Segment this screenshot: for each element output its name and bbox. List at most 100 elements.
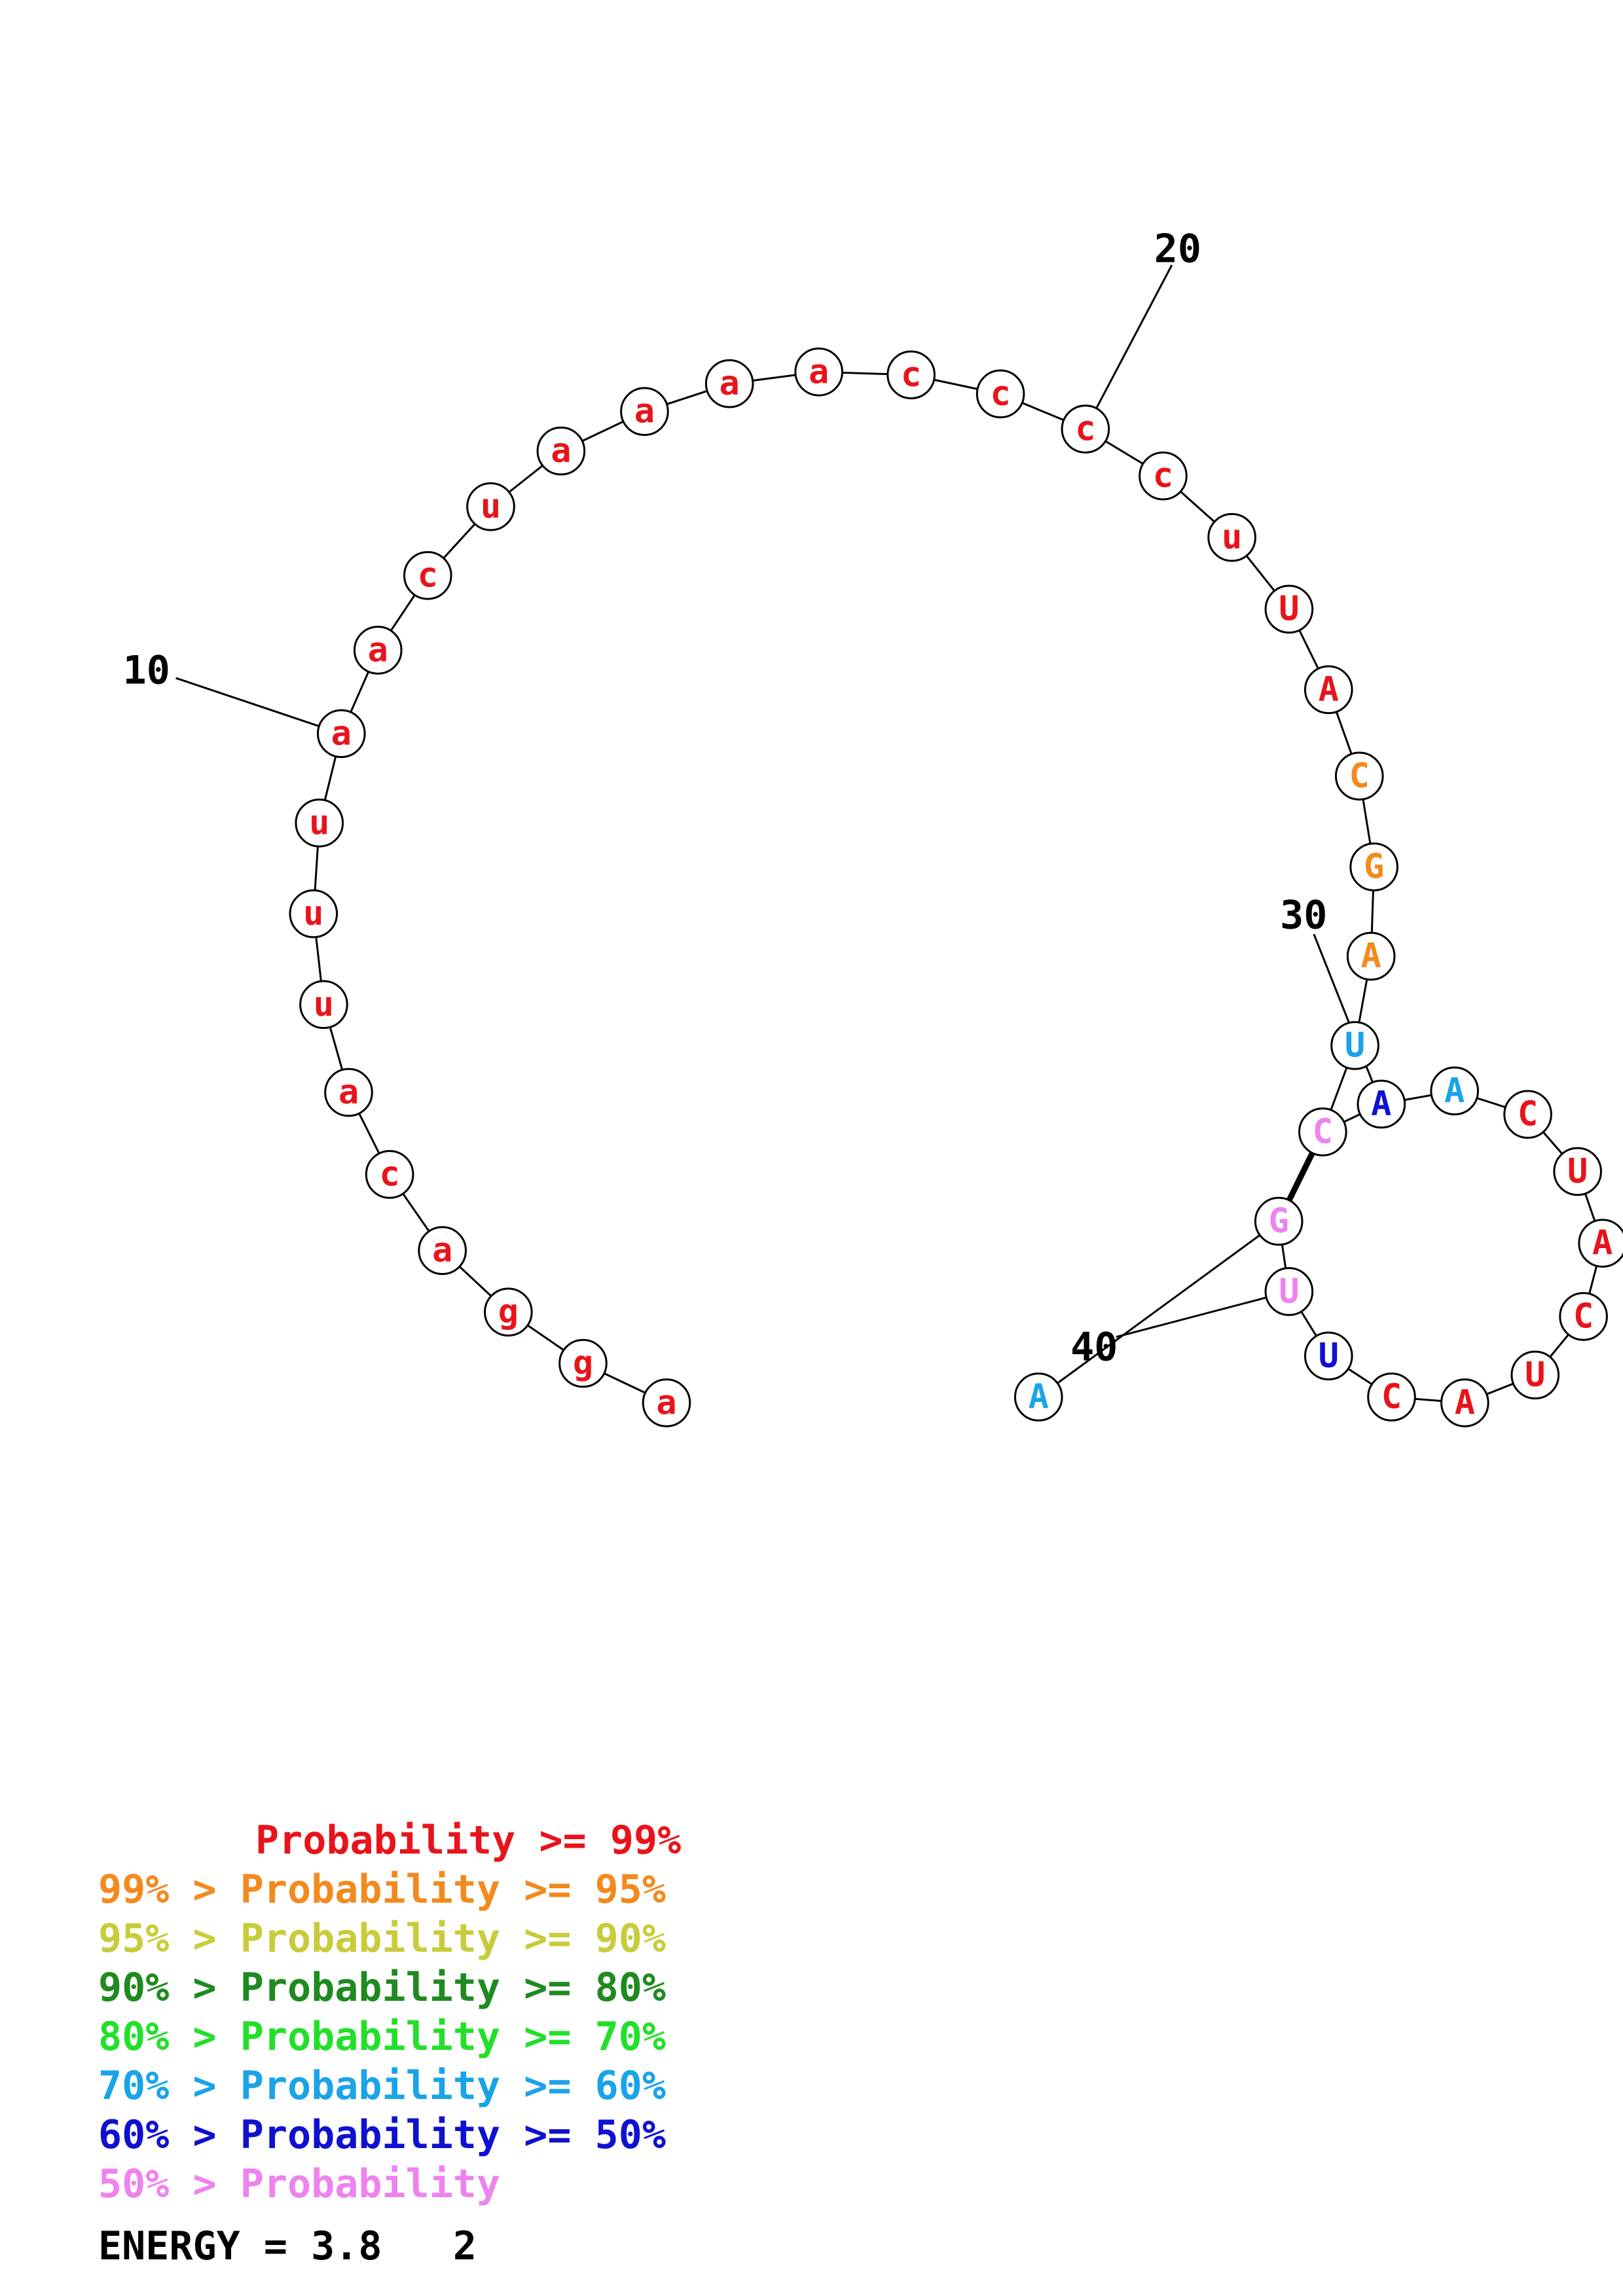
nucleotide: C (1503, 1090, 1552, 1139)
tick-line (1116, 1290, 1290, 1338)
nucleotide: c (976, 369, 1025, 419)
nucleotide-base: C (1381, 1377, 1402, 1416)
legend-row-p70: 80% > Probability >= 70% (98, 2014, 666, 2060)
legend-prefix: 70% (98, 2063, 169, 2109)
nucleotide: G (1254, 1196, 1304, 1246)
nucleotide-circle (620, 387, 669, 436)
legend-prefix: 95% (98, 1916, 169, 1962)
legend-prefix: 99% (98, 1867, 169, 1912)
energy-label: ENERGY (98, 2223, 240, 2269)
nucleotide: a (642, 1378, 691, 1427)
legend-row-p0: 50% > Probability (98, 2161, 500, 2207)
nucleotide-base: c (379, 1155, 399, 1194)
nucleotide: G (1349, 842, 1398, 891)
nucleotide-base: a (432, 1231, 452, 1270)
nucleotide: c (403, 550, 452, 600)
tick-line (175, 677, 342, 735)
nucleotide-circle (295, 798, 344, 848)
nucleotide-circle (1510, 1350, 1560, 1400)
nucleotide-circle (365, 1150, 414, 1199)
legend-value: 50% (595, 2112, 666, 2158)
energy-equals: = (264, 2223, 287, 2269)
nucleotide: u (289, 889, 338, 939)
nucleotide-base: u (303, 894, 323, 933)
tick-label: 10 (123, 648, 170, 694)
legend-prefix: 90% (98, 1965, 169, 2011)
nucleotide: U (1510, 1350, 1560, 1400)
nucleotide-base: G (1269, 1202, 1289, 1241)
nucleotide-base: C (1573, 1297, 1594, 1336)
nucleotide-circle (299, 980, 348, 1030)
legend-value: 70% (595, 2014, 666, 2060)
nucleotide-circle (289, 889, 338, 939)
nucleotide-circle (1334, 751, 1384, 801)
legend-value: 90% (595, 1916, 666, 1962)
nucleotide-base: A (1361, 937, 1381, 976)
nucleotide: a (353, 626, 403, 675)
legend-prefix: 50% (98, 2161, 169, 2207)
nucleotide: a (324, 1067, 373, 1117)
legend-prefix: 60% (98, 2112, 169, 2158)
nucleotide-base: C (1518, 1095, 1538, 1134)
legend-op: > (193, 2014, 217, 2060)
legend-op: >= (524, 1916, 571, 1962)
nucleotide-circle (1330, 1021, 1379, 1070)
energy-value: 3.8 (311, 2223, 382, 2269)
nucleotide-base: A (1444, 1071, 1465, 1111)
nucleotide-circle (466, 482, 515, 531)
nucleotide-circle (1578, 1219, 1623, 1268)
nucleotide: A (1304, 665, 1353, 715)
nucleotide-circle (1207, 512, 1256, 562)
nucleotide-circle (403, 550, 452, 600)
nucleotide: c (1139, 451, 1188, 501)
legend-op: > (193, 2161, 217, 2207)
legend-op: > (193, 1965, 217, 2011)
legend-word: Probability (240, 2112, 500, 2158)
nucleotide: A (1346, 931, 1396, 981)
nucleotide-circle (642, 1378, 691, 1427)
nucleotide-base: a (338, 1073, 359, 1112)
legend-op: > (193, 1916, 217, 1962)
nucleotide-base: C (1313, 1112, 1333, 1151)
nucleotide-base: u (309, 803, 329, 842)
tick-label: 20 (1154, 226, 1201, 272)
nucleotide: g (558, 1338, 608, 1388)
legend-prefix: 80% (98, 2014, 169, 2060)
nucleotide: C (1559, 1292, 1608, 1341)
legend-value: 99% (610, 1818, 681, 1863)
nucleotide: c (1061, 404, 1110, 454)
nucleotide-circle (1254, 1196, 1304, 1246)
nucleotide-base: a (368, 630, 388, 670)
nucleotide-base: U (1345, 1026, 1365, 1065)
legend-op: >= (524, 2112, 571, 2158)
nucleotide-base: a (809, 352, 829, 391)
nucleotide-base: u (314, 985, 334, 1024)
structure-id: 2 (453, 2223, 477, 2269)
nucleotide-circle (794, 347, 843, 397)
nucleotide-base: A (1455, 1383, 1475, 1422)
nucleotide: a (418, 1226, 467, 1276)
nucleotide: U (1330, 1021, 1379, 1070)
nucleotide: A (1440, 1378, 1489, 1427)
nucleotide: C (1298, 1107, 1347, 1157)
nucleotide-circle (1298, 1107, 1347, 1157)
nucleotide: u (466, 482, 515, 531)
probability-legend: Probability >= 99% 99% > Probability >= … (98, 1818, 681, 2207)
tick-marks: 10 20 30 40 (123, 226, 1383, 1370)
legend-op: >= (524, 2063, 571, 2109)
nucleotide-base: a (634, 392, 655, 431)
nucleotide: c (365, 1150, 414, 1199)
nucleotide-base: a (331, 714, 352, 753)
legend-value: 60% (595, 2063, 666, 2109)
legend-op: > (193, 2112, 217, 2158)
legend-word: Probability (255, 1818, 515, 1863)
nucleotide: u (295, 798, 344, 848)
nucleotide: C (1367, 1372, 1416, 1422)
nucleotide-circle (353, 626, 403, 675)
nucleotide: U (1304, 1331, 1353, 1381)
legend-row-p50: 60% > Probability >= 50% (98, 2112, 666, 2158)
nucleotide-base: a (720, 364, 740, 403)
nucleotide-base: U (1279, 1272, 1299, 1311)
